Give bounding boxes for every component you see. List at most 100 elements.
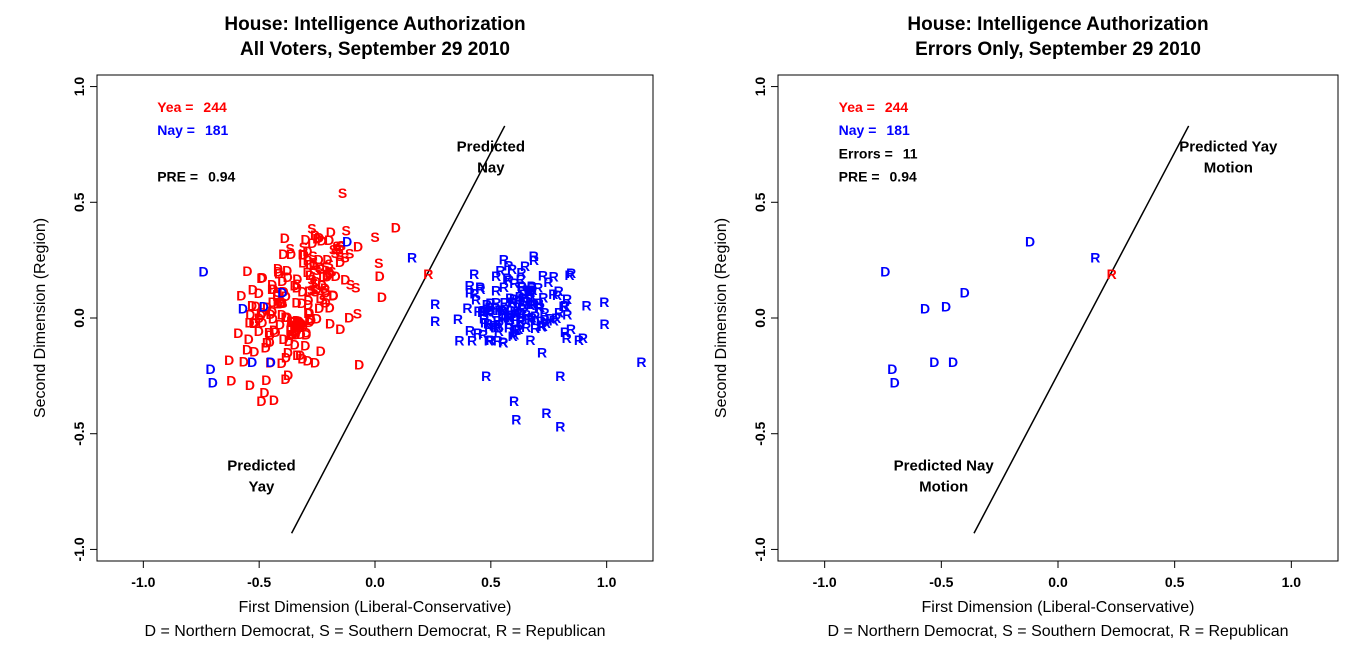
legislator-point: R	[533, 280, 543, 296]
legislator-point: R	[536, 313, 546, 329]
chart-title-line-1: House: Intelligence Authorization	[907, 14, 1208, 35]
legislator-point: R	[503, 310, 513, 326]
legislator-point: D	[303, 305, 313, 321]
legislator-point: R	[534, 300, 544, 316]
legislator-point: S	[336, 238, 345, 254]
legislator-point: R	[527, 310, 537, 326]
legislator-point: S	[335, 248, 344, 264]
legislator-point: R	[481, 368, 491, 384]
legislator-point: S	[273, 284, 282, 300]
legislator-point: D	[298, 319, 308, 335]
chart-panel-2: House: Intelligence Authorization Errors …	[713, 14, 1339, 640]
region-label: Yay	[249, 479, 276, 496]
y-tick-label: -1.0	[752, 537, 768, 561]
legislator-point: R	[516, 278, 526, 294]
legislator-point: D	[890, 375, 900, 391]
legislator-point: D	[335, 254, 345, 270]
legislator-point: R	[475, 279, 485, 295]
legislator-point: D	[300, 337, 310, 353]
legislator-point: S	[325, 256, 334, 272]
legislator-point: R	[494, 323, 504, 339]
legislator-point: R	[521, 307, 531, 323]
legislator-point: D	[305, 310, 315, 326]
legislator-point: R	[494, 302, 504, 318]
legislator-point: S	[321, 282, 330, 298]
legislator-point: D	[296, 315, 306, 331]
legislator-point: D	[265, 334, 275, 350]
legislator-point: D	[281, 371, 291, 387]
legislator-point: D	[297, 350, 307, 366]
legislator-point: D	[256, 270, 266, 286]
legislator-point: R	[500, 309, 510, 325]
legislator-point: D	[929, 354, 939, 370]
legislator-point: D	[326, 224, 336, 240]
legislator-point: S	[278, 295, 287, 311]
legislator-point: D	[208, 375, 218, 391]
legislator-point: R	[566, 321, 576, 337]
legislator-point: D	[259, 385, 269, 401]
legislator-point: D	[295, 315, 305, 331]
legislator-point: R	[560, 298, 570, 314]
legislator-point: D	[239, 353, 249, 369]
legislator-point: R	[485, 295, 495, 311]
legislator-point: R	[511, 412, 521, 428]
legislator-point: D	[303, 292, 313, 308]
legislator-point: D	[289, 314, 299, 330]
legislator-point: D	[261, 339, 271, 355]
legislator-point: D	[287, 314, 297, 330]
legislator-point: D	[325, 299, 335, 315]
legislator-point: R	[469, 266, 479, 282]
legislator-point: S	[370, 229, 379, 245]
legislator-point: R	[518, 297, 528, 313]
legislator-point: R	[477, 304, 487, 320]
legislator-point: R	[527, 296, 537, 312]
y-tick-label: -0.5	[752, 421, 768, 445]
legislator-point: D	[325, 266, 335, 282]
legend-caption: D = Northern Democrat, S = Southern Demo…	[827, 623, 1288, 640]
legislator-point: D	[254, 310, 264, 326]
stat-line: Errors = 11	[839, 145, 918, 161]
legislator-point: D	[310, 355, 320, 371]
cutting-line	[290, 125, 506, 534]
legislator-point: D	[248, 314, 258, 330]
legislator-point: S	[309, 254, 318, 270]
legislator-point: S	[310, 284, 319, 300]
legislator-point: R	[484, 333, 494, 349]
legislator-point: D	[391, 220, 401, 236]
legislator-point: D	[286, 320, 296, 336]
legislator-point: D	[224, 352, 234, 368]
legislator-point: D	[295, 347, 305, 363]
legislator-point: D	[299, 247, 309, 263]
legislator-point: D	[233, 325, 243, 341]
legislator-point: S	[307, 221, 316, 237]
legislator-point: D	[328, 287, 338, 303]
legislator-point: R	[430, 313, 440, 329]
legislator-point: D	[251, 298, 261, 314]
legislator-point: S	[340, 249, 349, 265]
legislator-point: D	[259, 298, 269, 314]
legislator-point: S	[309, 282, 318, 298]
legislator-point: R	[582, 298, 592, 314]
legislator-point: R	[552, 287, 562, 303]
legislator-point: D	[301, 327, 311, 343]
legislator-point: D	[292, 312, 302, 328]
legislator-point: R	[509, 327, 519, 343]
legislator-point: R	[509, 291, 519, 307]
legislator-point: R	[527, 278, 537, 294]
y-tick-label: 0.5	[752, 192, 768, 212]
legislator-point: R	[516, 312, 526, 328]
legislator-point: R	[517, 306, 527, 322]
legislator-point: R	[540, 311, 550, 327]
legislator-point: R	[453, 311, 463, 327]
legislator-point: R	[482, 303, 492, 319]
legislator-point: R	[476, 281, 486, 297]
legislator-point: D	[269, 392, 279, 408]
x-tick-label: 0.0	[365, 574, 385, 590]
legislator-point: R	[515, 313, 525, 329]
legislator-point: R	[564, 267, 574, 283]
legislator-point: D	[244, 331, 254, 347]
legislator-point: R	[560, 324, 570, 340]
legislator-point: D	[322, 251, 332, 267]
legislator-point: R	[517, 290, 527, 306]
legislator-point: D	[257, 304, 267, 320]
